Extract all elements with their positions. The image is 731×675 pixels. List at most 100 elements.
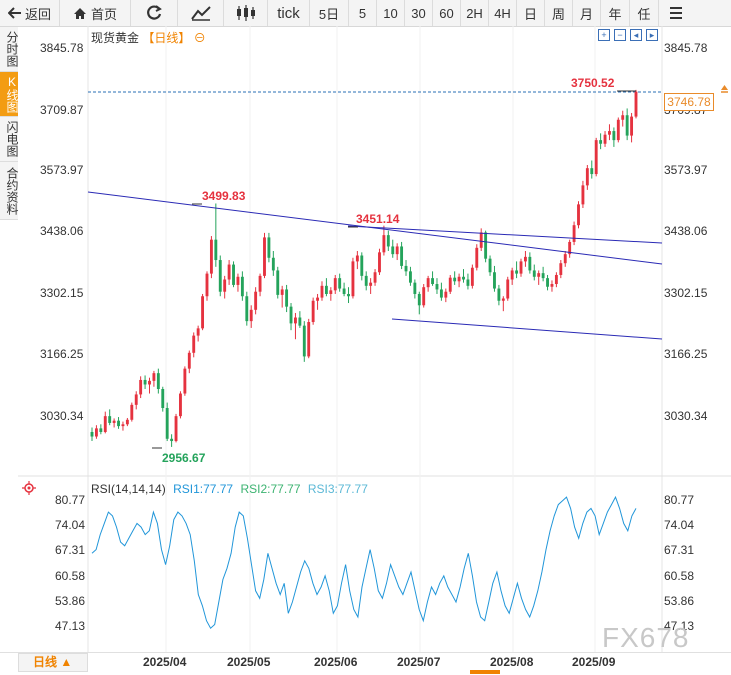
instrument-name: 现货黄金 — [91, 31, 140, 45]
tab-contract-info[interactable]: 合约资料 — [0, 162, 19, 220]
candle-body — [276, 270, 280, 295]
candle-body — [550, 284, 554, 287]
period-select-button[interactable]: 日线 ▲ — [18, 653, 88, 672]
price-axis-label-right: 3030.34 — [664, 409, 708, 423]
candle-body — [271, 257, 275, 271]
zoom-out-icon[interactable]: − — [614, 29, 626, 41]
price-axis-label-left: 3302.15 — [40, 286, 84, 300]
annotation-low-march: 2956.67 — [162, 451, 206, 465]
rsi-line — [91, 495, 637, 629]
scroll-right-icon[interactable]: ▸ — [646, 29, 658, 41]
zoom-in-icon[interactable]: + — [598, 29, 610, 41]
chart-type-button[interactable] — [178, 0, 224, 26]
period-tab-9[interactable]: 周 — [545, 0, 573, 26]
candle-body — [497, 288, 501, 301]
time-axis-label: 2025/05 — [227, 655, 271, 669]
candle-body — [236, 276, 240, 285]
candlestick-icon — [236, 5, 255, 21]
candle-body — [435, 284, 439, 290]
candle-body — [364, 275, 368, 286]
period-tag[interactable]: 【日线】 — [142, 31, 191, 45]
candle-body — [594, 140, 598, 175]
scroll-indicator[interactable] — [470, 670, 500, 674]
candle-body — [634, 91, 638, 117]
candle-body — [599, 140, 603, 144]
period-tab-4[interactable]: 30 — [405, 0, 433, 26]
price-axis-label-right: 3845.78 — [664, 41, 708, 55]
annotation-high-recent: 3750.52 — [571, 76, 615, 90]
candle-body — [616, 119, 620, 141]
candle-body — [603, 134, 607, 144]
candle-body — [373, 272, 377, 283]
scroll-left-icon[interactable]: ◂ — [630, 29, 642, 41]
trend-line-resistance — [347, 225, 663, 244]
period-tab-6[interactable]: 2H — [461, 0, 489, 26]
candle-body — [470, 267, 474, 286]
candle-body — [369, 282, 373, 286]
candle-body — [280, 289, 284, 295]
candle-body — [311, 300, 315, 323]
candle-body — [201, 296, 205, 329]
candle-body — [515, 270, 519, 274]
candle-body — [263, 237, 266, 276]
period-tab-10[interactable]: 月 — [573, 0, 601, 26]
rsi-axis-label-right: 74.04 — [664, 518, 695, 532]
candle-body — [355, 255, 359, 262]
candle-body — [523, 256, 527, 262]
price-axis-label-right: 3302.15 — [664, 286, 708, 300]
period-tab-3[interactable]: 10 — [377, 0, 405, 26]
refresh-icon — [147, 5, 162, 20]
rsi-settings-icon[interactable] — [22, 481, 36, 495]
period-tab-1[interactable]: 5日 — [310, 0, 349, 26]
refresh-button[interactable] — [131, 0, 178, 26]
rsi3-value: RSI3:77.77 — [307, 482, 368, 496]
candle-body — [329, 290, 333, 294]
period-tab-0[interactable]: tick — [268, 0, 310, 26]
toolbar: 返回 首页 tick 5日 5 10 30 60 2H 4H 日周月年任 — [0, 0, 731, 27]
candle-body — [170, 438, 174, 442]
period-tab-2[interactable]: 5 — [349, 0, 377, 26]
indicator-button[interactable] — [224, 0, 268, 26]
candle-body — [413, 282, 417, 294]
candle-body — [183, 368, 187, 394]
candle-body — [187, 352, 191, 369]
candle-body — [307, 322, 311, 357]
candle-body — [568, 241, 572, 255]
price-axis-label-left: 3030.34 — [40, 409, 84, 423]
candle-body — [156, 373, 160, 390]
candle-body — [453, 277, 457, 282]
candle-body — [121, 424, 125, 427]
candle-body — [625, 115, 629, 136]
candle-body — [466, 279, 470, 286]
candle-body — [444, 291, 448, 298]
candle-body — [320, 285, 324, 298]
candle-body — [103, 416, 107, 432]
candle-body — [294, 317, 297, 324]
candle-body — [285, 289, 289, 307]
settings-icon[interactable]: ⊖ — [193, 31, 206, 45]
tab-timeshare[interactable]: 分时图 — [0, 27, 19, 72]
period-tab-5[interactable]: 60 — [433, 0, 461, 26]
candle-body — [125, 419, 129, 425]
home-button[interactable]: 首页 — [60, 0, 131, 26]
period-tab-12[interactable]: 任 — [630, 0, 659, 26]
candle-body — [108, 416, 112, 423]
candle-body — [621, 115, 625, 120]
annotation-high-april: 3499.83 — [202, 189, 246, 203]
tab-kline[interactable]: K线图 — [0, 72, 19, 117]
candle-body — [630, 116, 634, 136]
period-tab-8[interactable]: 日 — [517, 0, 545, 26]
price-scroll-icon[interactable] — [720, 84, 729, 106]
candle-body — [134, 394, 138, 405]
menu-button[interactable] — [659, 0, 693, 26]
watermark: FX678 — [602, 622, 690, 653]
candle-body — [581, 185, 585, 205]
rsi-header: RSI(14,14,14) RSI1:77.77 RSI2:77.77 RSI3… — [91, 482, 368, 496]
candle-body — [205, 273, 209, 297]
candle-body — [196, 328, 200, 336]
back-button[interactable]: 返回 — [0, 0, 60, 26]
period-tab-7[interactable]: 4H — [489, 0, 517, 26]
tab-flash[interactable]: 闪电图 — [0, 117, 19, 162]
period-tab-11[interactable]: 年 — [601, 0, 630, 26]
